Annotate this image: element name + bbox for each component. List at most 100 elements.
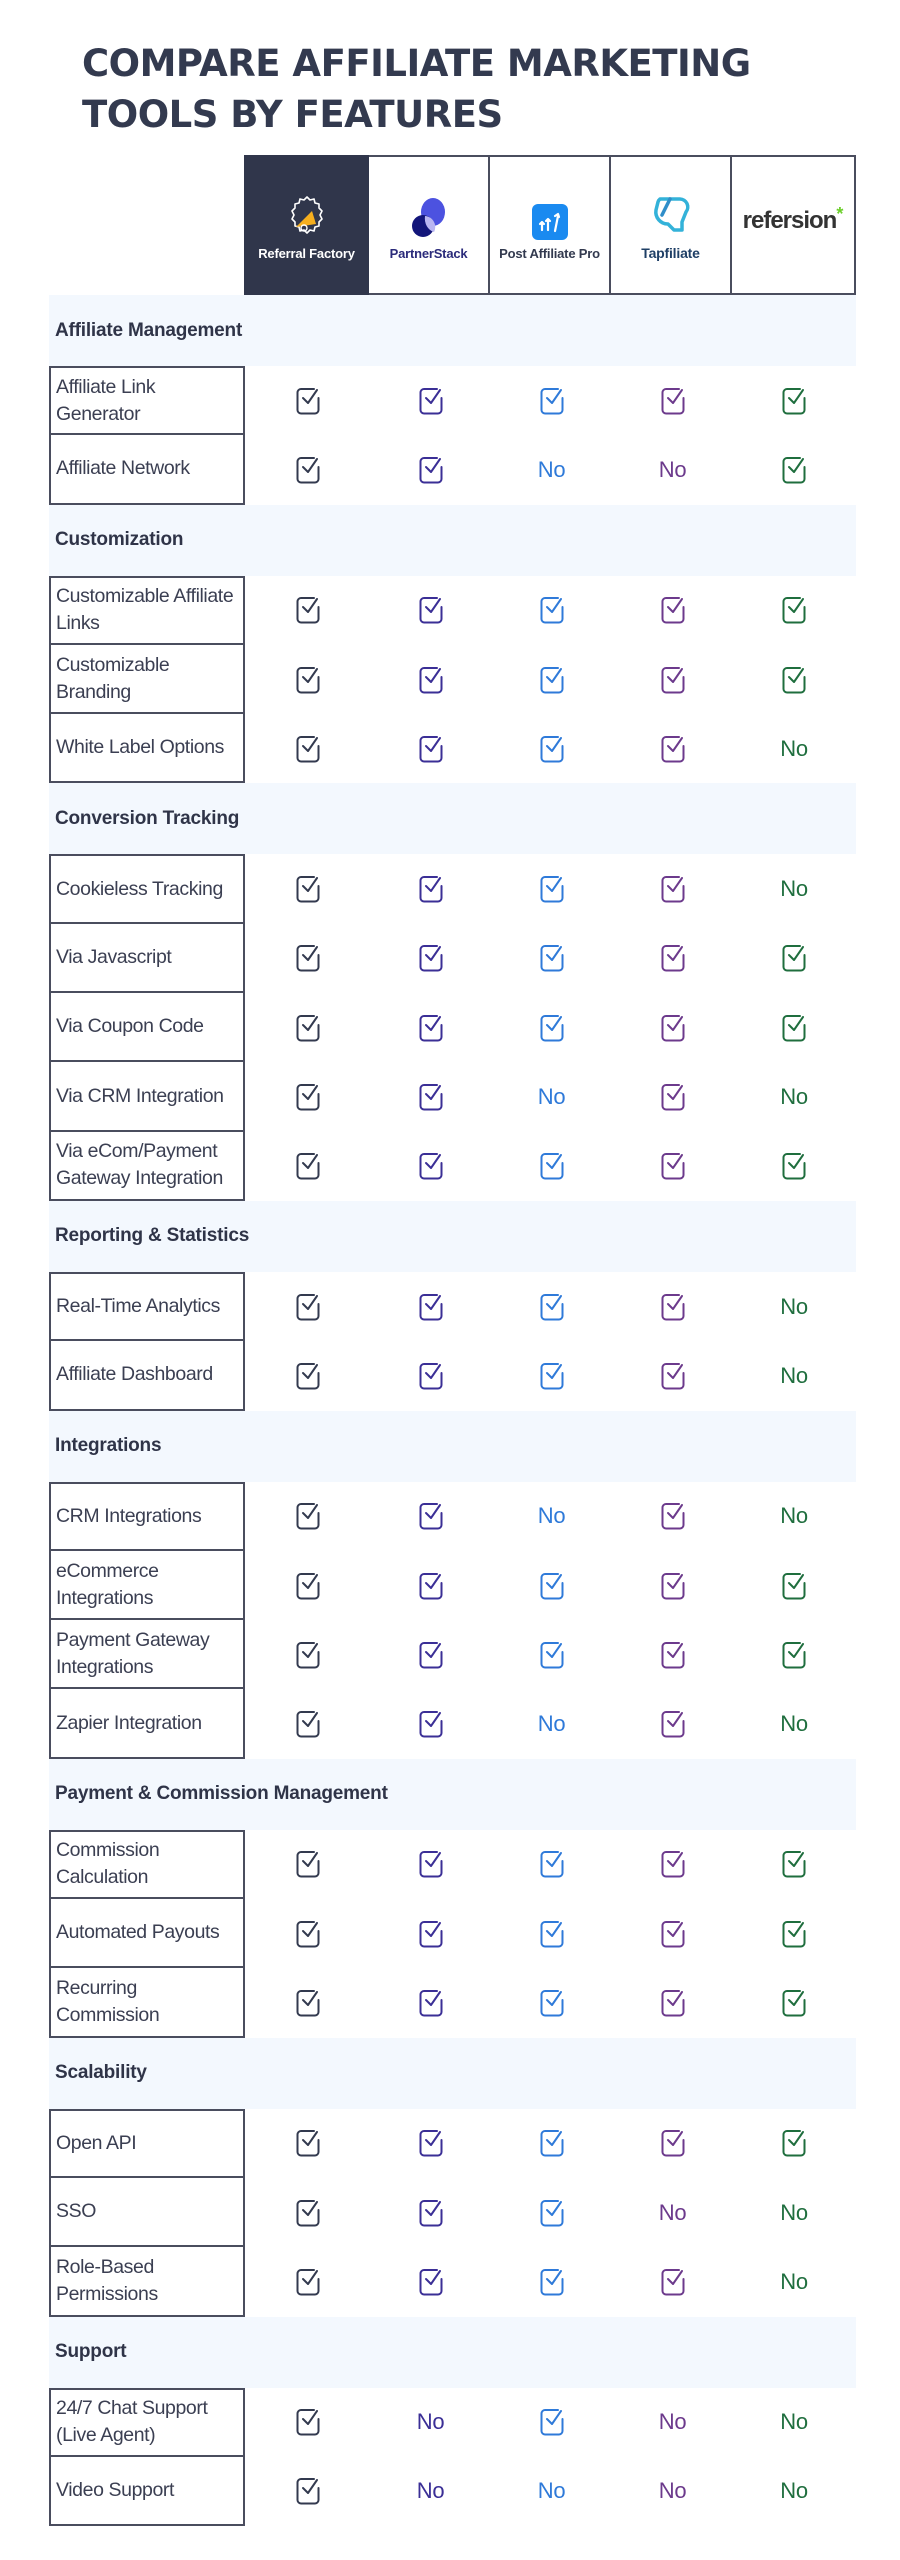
checkbox-check-icon	[540, 666, 563, 694]
checkbox-check-icon	[296, 1014, 319, 1042]
checkbox-check-icon	[296, 597, 319, 624]
checkbox-check-icon	[296, 1572, 319, 1599]
checkbox-check-icon	[296, 2199, 319, 2227]
checkbox-check-icon	[296, 2409, 319, 2436]
table-row: Via Javascript	[49, 923, 856, 994]
checkbox-check-icon	[661, 1711, 684, 1738]
value-cell-refersion	[733, 1968, 855, 2037]
value-cell-post-affiliate-pro	[491, 1968, 612, 2037]
value-cell-referral-factory	[245, 576, 370, 645]
value-cell-post-affiliate-pro: No	[491, 1689, 612, 1758]
referral-factory-megaphone-icon	[284, 190, 330, 240]
section-header-reporting-statistics: Reporting & Statistics	[49, 1200, 856, 1272]
no-label: No	[537, 1711, 566, 1737]
tapfiliate-bubble-icon	[650, 189, 692, 239]
checkbox-check-icon	[540, 1641, 563, 1669]
checkbox-check-icon	[540, 876, 563, 903]
value-cell-post-affiliate-pro: No	[491, 2457, 612, 2526]
no-label: No	[780, 735, 808, 761]
checkbox-check-icon	[540, 2130, 563, 2157]
value-cell-post-affiliate-pro	[491, 1551, 612, 1620]
no-label: No	[780, 1711, 808, 1737]
no-label: No	[658, 2199, 687, 2225]
value-cell-referral-factory	[245, 645, 370, 714]
table-row: White Label Options No	[49, 714, 856, 784]
checkbox-check-icon	[296, 1503, 319, 1530]
value-cell-referral-factory	[245, 1132, 370, 1201]
value-cell-tapfiliate: No	[612, 2457, 733, 2526]
checkbox-check-icon	[296, 456, 319, 484]
no-label: No	[780, 2478, 808, 2504]
feature-label: eCommerce Integrations	[49, 1550, 245, 1621]
value-cell-post-affiliate-pro	[491, 645, 612, 714]
value-cell-partnerstack	[370, 993, 491, 1062]
value-cell-tapfiliate: No	[612, 435, 733, 504]
table-row: Via eCom/Payment Gateway Integration	[49, 1131, 856, 1201]
value-cell-tapfiliate	[612, 854, 733, 923]
checkbox-check-icon	[419, 456, 442, 484]
checkbox-check-icon	[661, 945, 684, 972]
table-row: Customizable Affiliate Links	[49, 575, 856, 645]
value-cell-tapfiliate	[612, 645, 733, 714]
checkbox-check-icon	[540, 945, 563, 972]
brand-post-affiliate-pro: Post Affiliate Pro	[490, 155, 611, 295]
brand-header-row: Referral Factory PartnerStack Post Affil…	[244, 155, 856, 295]
value-cell-refersion	[733, 645, 855, 714]
no-label: No	[780, 1084, 808, 1110]
value-cell-partnerstack	[370, 1620, 491, 1689]
checkbox-check-icon	[419, 1084, 442, 1111]
checkbox-check-icon	[661, 735, 684, 763]
value-cell-referral-factory	[245, 1551, 370, 1620]
checkbox-check-icon	[419, 1641, 442, 1669]
value-cell-referral-factory	[245, 1620, 370, 1689]
no-label: No	[416, 2409, 445, 2435]
checkbox-check-icon	[540, 1572, 563, 1599]
table-row: SSO No No	[49, 2177, 856, 2248]
checkbox-check-icon	[661, 666, 684, 694]
checkbox-check-icon	[296, 1711, 319, 1738]
table-row: Customizable Branding	[49, 644, 856, 715]
checkbox-check-icon	[296, 1989, 319, 2017]
checkbox-check-icon	[782, 1920, 806, 1948]
value-cell-partnerstack	[370, 2109, 491, 2178]
feature-label: Via Coupon Code	[49, 993, 245, 1063]
checkbox-check-icon	[661, 1362, 684, 1390]
value-cell-refersion	[733, 2109, 855, 2178]
checkbox-check-icon	[782, 1572, 806, 1599]
value-cell-referral-factory	[245, 1062, 370, 1131]
no-label: No	[658, 2409, 687, 2435]
brand-referral-factory: Referral Factory	[244, 155, 369, 295]
checkbox-check-icon	[419, 1851, 442, 1878]
value-cell-post-affiliate-pro	[491, 1132, 612, 1201]
value-cell-referral-factory	[245, 2388, 370, 2457]
value-cell-tapfiliate	[612, 1968, 733, 2037]
value-cell-post-affiliate-pro	[491, 1341, 612, 1410]
value-cell-post-affiliate-pro	[491, 1620, 612, 1689]
value-cell-post-affiliate-pro: No	[491, 1482, 612, 1551]
feature-label: Video Support	[49, 2456, 245, 2527]
feature-label: Via Javascript	[49, 923, 245, 994]
value-cell-referral-factory	[245, 366, 370, 435]
value-cell-post-affiliate-pro	[491, 366, 612, 435]
value-cell-tapfiliate	[612, 1551, 733, 1620]
table-row: Commission Calculation	[49, 1829, 856, 1900]
value-cell-referral-factory	[245, 435, 370, 504]
checkbox-check-icon	[782, 1014, 806, 1042]
value-cell-post-affiliate-pro	[491, 1899, 612, 1968]
table-row: Automated Payouts	[49, 1899, 856, 1969]
section-header-affiliate-management: Affiliate Management	[49, 295, 856, 366]
section-header-payment-commission-management: Payment & Commission Management	[49, 1758, 856, 1830]
feature-label: Customizable Branding	[49, 644, 245, 715]
value-cell-tapfiliate	[612, 924, 733, 993]
checkbox-check-icon	[296, 2130, 319, 2157]
value-cell-refersion: No	[733, 1689, 855, 1758]
value-cell-partnerstack	[370, 2178, 491, 2247]
checkbox-check-icon	[419, 1293, 442, 1321]
brand-partnerstack: PartnerStack	[369, 155, 490, 295]
value-cell-referral-factory	[245, 2178, 370, 2247]
post-affiliate-pro-arrows-icon	[531, 190, 568, 240]
checkbox-check-icon	[296, 2478, 319, 2505]
checkbox-check-icon	[419, 945, 442, 972]
value-cell-referral-factory	[245, 1830, 370, 1899]
value-cell-tapfiliate	[612, 993, 733, 1062]
